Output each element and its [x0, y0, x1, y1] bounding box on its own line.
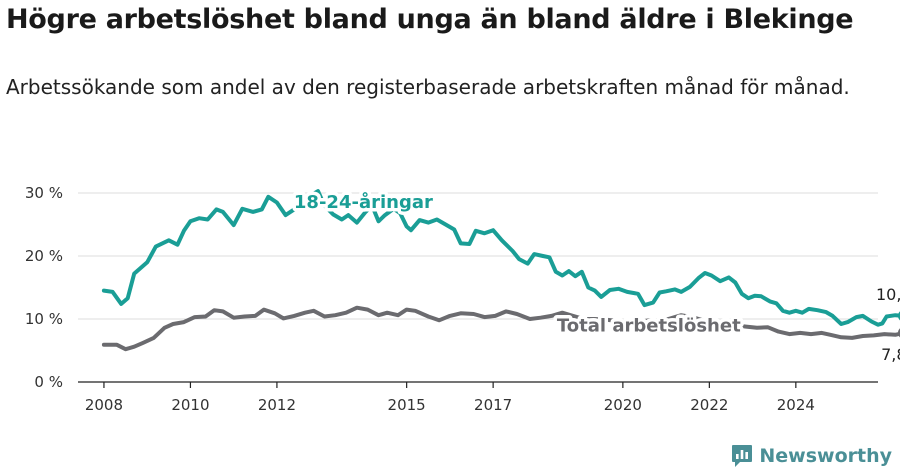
x-tick-label: 2008	[85, 396, 123, 414]
chart-subtitle: Arbetssökande som andel av den registerb…	[6, 75, 850, 99]
x-axis: 2008 2010 2012 2015 2017 2020 2022 2024	[78, 381, 878, 414]
gridlines	[78, 192, 878, 320]
x-tick-label: 2010	[171, 396, 209, 414]
series-line	[101, 305, 900, 352]
newsworthy-icon	[732, 445, 753, 467]
series-end-point	[897, 328, 900, 338]
x-tick-label: 2024	[777, 396, 815, 414]
x-tick-label: 2022	[690, 396, 728, 414]
series-annotation: Total arbetslöshet	[557, 315, 741, 336]
x-tick-label: 2012	[258, 396, 296, 414]
series-end-label: 7,8 %	[881, 345, 900, 364]
series-line	[101, 189, 900, 327]
x-tick-label: 2015	[388, 396, 426, 414]
brand-name: Newsworthy	[759, 445, 892, 467]
x-tick-label: 2017	[474, 396, 512, 414]
y-tick-label: 10 %	[25, 310, 63, 328]
series-lines	[101, 189, 900, 352]
newsworthy-logo: Newsworthy	[731, 441, 892, 471]
chart-title: Högre arbetslöshet bland unga än bland ä…	[6, 4, 854, 35]
series-labels: 18-24-åringar Total arbetslöshet 10,5 % 7,8…	[290, 187, 900, 366]
series-annotation: 18-24-åringar	[294, 191, 433, 213]
x-tick-label: 2020	[604, 396, 642, 414]
y-axis: 0 % 10 % 20 % 30 %	[25, 184, 63, 391]
y-tick-label: 20 %	[25, 247, 63, 265]
y-tick-label: 0 %	[34, 373, 63, 391]
series-end-label: 10,5 %	[876, 285, 900, 304]
series-end-point	[897, 311, 900, 321]
y-tick-label: 30 %	[25, 184, 63, 202]
